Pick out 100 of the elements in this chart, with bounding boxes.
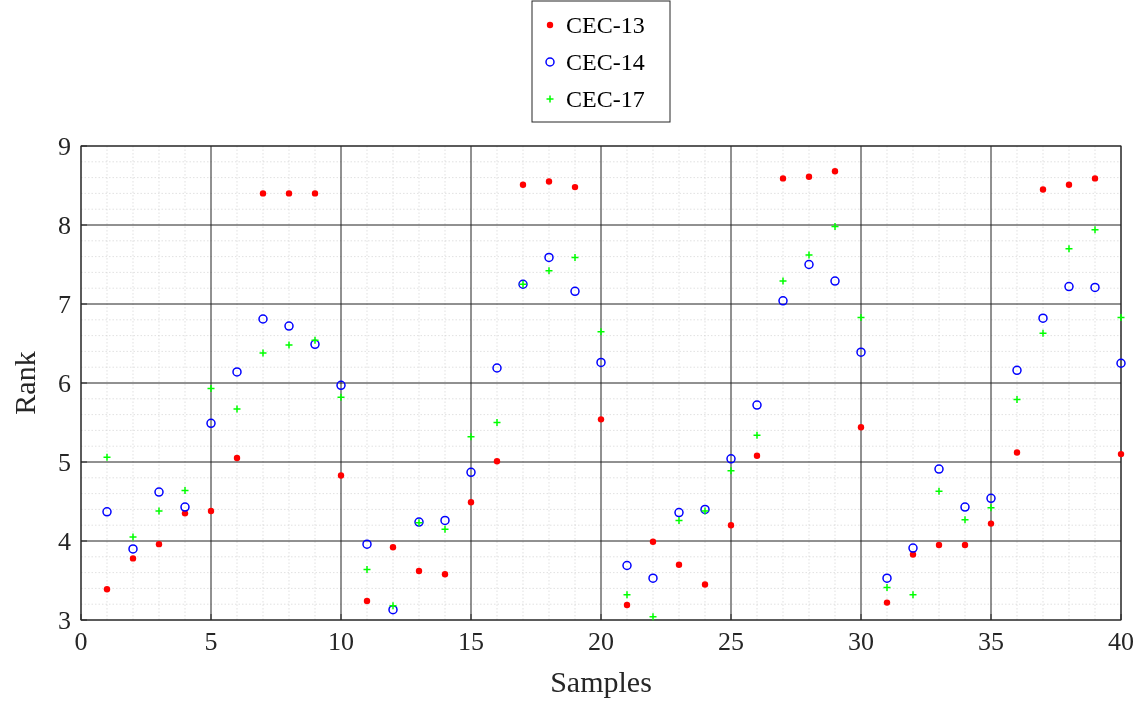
point — [831, 168, 839, 175]
point — [804, 259, 814, 270]
point — [440, 515, 450, 526]
point — [467, 499, 475, 506]
point — [908, 590, 918, 599]
point — [310, 339, 320, 350]
y-tick-label: 6 — [58, 369, 71, 399]
x-axis-title: Samples — [550, 665, 652, 698]
point — [492, 418, 502, 427]
point — [363, 597, 371, 605]
point — [284, 321, 294, 331]
point — [856, 313, 866, 322]
x-tick-label: 40 — [1108, 627, 1134, 656]
point — [648, 573, 658, 583]
point — [1064, 281, 1074, 292]
point — [622, 590, 632, 599]
point — [1064, 244, 1074, 253]
point — [1090, 282, 1100, 293]
point — [415, 567, 423, 575]
point — [753, 452, 761, 459]
point — [805, 173, 813, 181]
point — [752, 430, 762, 440]
point — [155, 540, 163, 548]
point — [233, 454, 241, 462]
point — [727, 522, 735, 529]
point — [232, 404, 242, 414]
point — [674, 516, 684, 525]
x-tick-label: 35 — [978, 627, 1004, 656]
point — [206, 384, 216, 393]
point — [258, 348, 268, 358]
point — [987, 520, 995, 527]
point — [648, 612, 658, 622]
point — [389, 544, 397, 551]
point — [1091, 175, 1099, 182]
point — [492, 363, 502, 373]
point — [258, 314, 268, 324]
x-tick-label: 0 — [74, 627, 88, 656]
point — [830, 222, 840, 231]
y-tick-label: 8 — [58, 211, 71, 241]
x-tick-label: 25 — [718, 627, 744, 656]
point — [622, 560, 632, 571]
point — [935, 541, 943, 549]
x-tick-label: 10 — [328, 627, 354, 656]
point — [856, 347, 866, 357]
point — [154, 487, 164, 497]
point — [336, 380, 346, 391]
point — [544, 266, 554, 276]
point — [570, 286, 580, 297]
point — [726, 466, 736, 475]
point — [207, 507, 215, 515]
point — [1116, 358, 1126, 368]
x-tick-label: 15 — [458, 627, 484, 656]
point — [960, 515, 970, 524]
point — [544, 252, 554, 263]
point — [1090, 225, 1100, 234]
point — [570, 253, 580, 262]
y-tick-label: 5 — [58, 448, 71, 478]
y-axis-title: Rank — [8, 351, 41, 415]
point — [779, 175, 787, 182]
point — [701, 581, 709, 588]
point — [1038, 328, 1048, 338]
point — [675, 561, 683, 568]
point — [1013, 449, 1021, 456]
point — [623, 601, 631, 609]
y-tick-label: 9 — [58, 132, 71, 162]
point — [284, 340, 294, 350]
point — [961, 541, 969, 549]
y-tick-label: 7 — [58, 290, 71, 320]
point — [1117, 450, 1125, 458]
point — [103, 585, 111, 593]
point — [259, 190, 267, 197]
x-tick-label: 20 — [588, 627, 614, 656]
point — [285, 190, 293, 197]
point — [778, 296, 788, 306]
point — [830, 276, 840, 286]
point — [571, 183, 579, 191]
point — [1012, 395, 1022, 404]
point — [180, 486, 190, 495]
point — [1039, 186, 1047, 193]
point — [934, 486, 944, 496]
point — [857, 424, 865, 431]
point — [545, 178, 553, 185]
point — [1116, 313, 1126, 322]
legend-label: CEC-14 — [566, 49, 645, 76]
point — [128, 532, 138, 542]
point — [466, 432, 476, 441]
point — [440, 524, 450, 534]
y-tick-label: 4 — [58, 527, 71, 557]
point — [102, 507, 112, 517]
point — [883, 599, 891, 606]
x-tick-label: 30 — [848, 627, 874, 656]
point — [986, 493, 996, 504]
point — [466, 467, 476, 478]
point — [804, 250, 814, 260]
point — [674, 507, 684, 518]
point — [882, 573, 892, 583]
point — [882, 583, 892, 592]
point — [128, 544, 138, 554]
point — [310, 336, 320, 345]
legend-label: CEC-13 — [566, 12, 645, 39]
